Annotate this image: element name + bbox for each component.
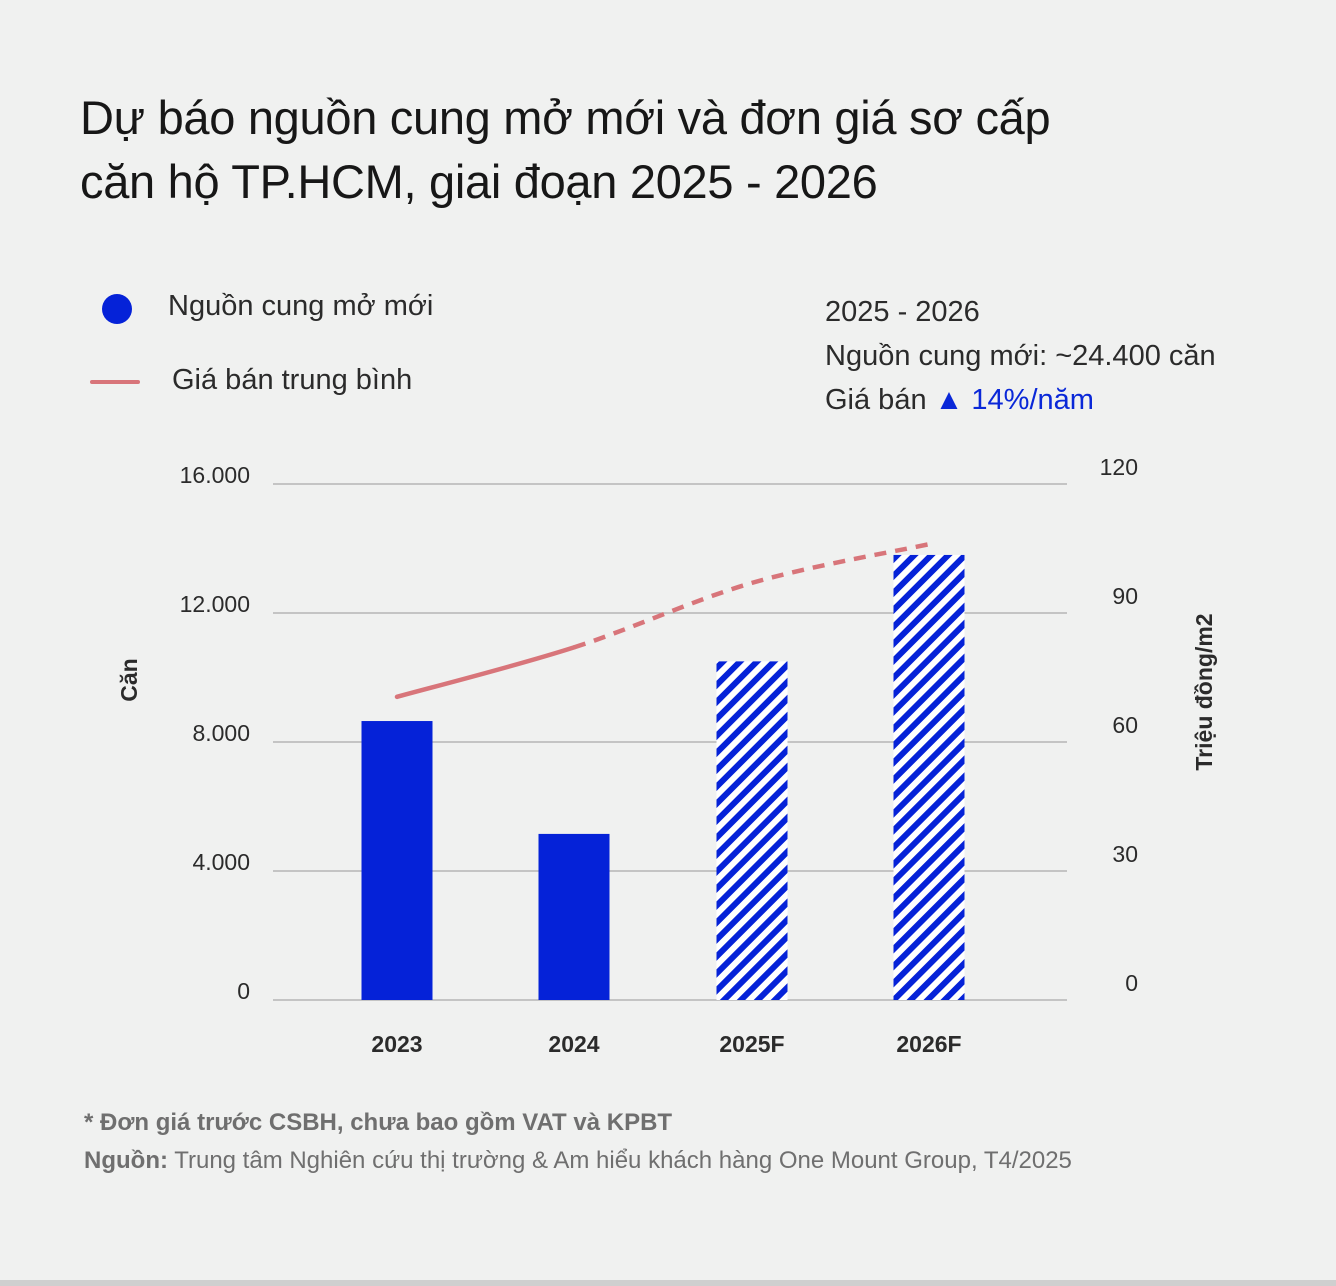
y2-tick-label: 120 (1100, 454, 1138, 480)
y2-tick-label: 30 (1112, 841, 1138, 867)
y-tick-label: 4.000 (192, 849, 250, 875)
summary-price-prefix: Giá bán (825, 384, 927, 416)
bars (361, 554, 965, 1000)
legend-supply-label: Nguồn cung mở mới (168, 290, 434, 322)
footnotes: * Đơn giá trước CSBH, chưa bao gồm VAT v… (84, 1104, 1072, 1180)
legend-supply-marker (102, 294, 132, 324)
legend-price-marker (90, 380, 140, 384)
x-tick-label: 2024 (548, 1031, 599, 1057)
price-line-actual (394, 645, 577, 700)
price-line-forecast (573, 542, 930, 650)
y2-tick-label: 0 (1125, 970, 1138, 996)
chart-title-line-1: Dự báo nguồn cung mở mới và đơn giá sơ c… (80, 91, 1051, 144)
y2-tick-label: 90 (1112, 583, 1138, 609)
y2-tick-label: 60 (1112, 712, 1138, 738)
chart-title: Dự báo nguồn cung mở mới và đơn giá sơ c… (80, 86, 1230, 214)
summary-period: 2025 - 2026 (825, 296, 980, 328)
summary-supply: Nguồn cung mới: ~24.400 căn (825, 340, 1216, 372)
x-tick-label: 2026F (896, 1031, 961, 1057)
footnote-source-label: Nguồn: (84, 1147, 168, 1174)
summary-price-change: ▲ 14%/năm (934, 384, 1094, 416)
x-tick-label: 2023 (371, 1031, 422, 1057)
y2-axis-label: Triệu đồng/m2 (1191, 613, 1217, 770)
bar-2024 (538, 833, 610, 1000)
summary-price: Giá bán ▲ 14%/năm (825, 378, 1216, 422)
footnote-note: * Đơn giá trước CSBH, chưa bao gồm VAT v… (84, 1109, 673, 1136)
bar-2026F (893, 554, 965, 1000)
x-tick-label: 2025F (719, 1031, 784, 1057)
bar-2023 (361, 721, 433, 1000)
summary-box: 2025 - 2026 Nguồn cung mới: ~24.400 căn … (825, 290, 1216, 422)
y-tick-label: 12.000 (180, 591, 250, 617)
y-tick-label: 8.000 (192, 720, 250, 746)
legend-price-label: Giá bán trung bình (172, 364, 413, 396)
ticks: 16.000 12.000 8.000 4.000 0 120 90 60 30 0 2023 202… (180, 454, 1138, 1057)
footnote-source: Nguồn: Trung tâm Nghiên cứu thị trường &… (84, 1142, 1072, 1180)
bar-2025F (716, 661, 788, 1000)
bottom-divider (0, 1280, 1336, 1286)
chart-title-line-2: căn hộ TP.HCM, giai đoạn 2025 - 2026 (80, 155, 878, 208)
y-tick-label: 16.000 (180, 462, 250, 488)
y-tick-label: 0 (237, 978, 250, 1004)
price-line (394, 542, 930, 700)
footnote-source-text: Trung tâm Nghiên cứu thị trường & Am hiể… (167, 1147, 1072, 1174)
combo-chart: 16.000 12.000 8.000 4.000 0 120 90 60 30 0 2023 202… (116, 454, 1217, 1057)
y-axis-label: Căn (116, 658, 142, 701)
